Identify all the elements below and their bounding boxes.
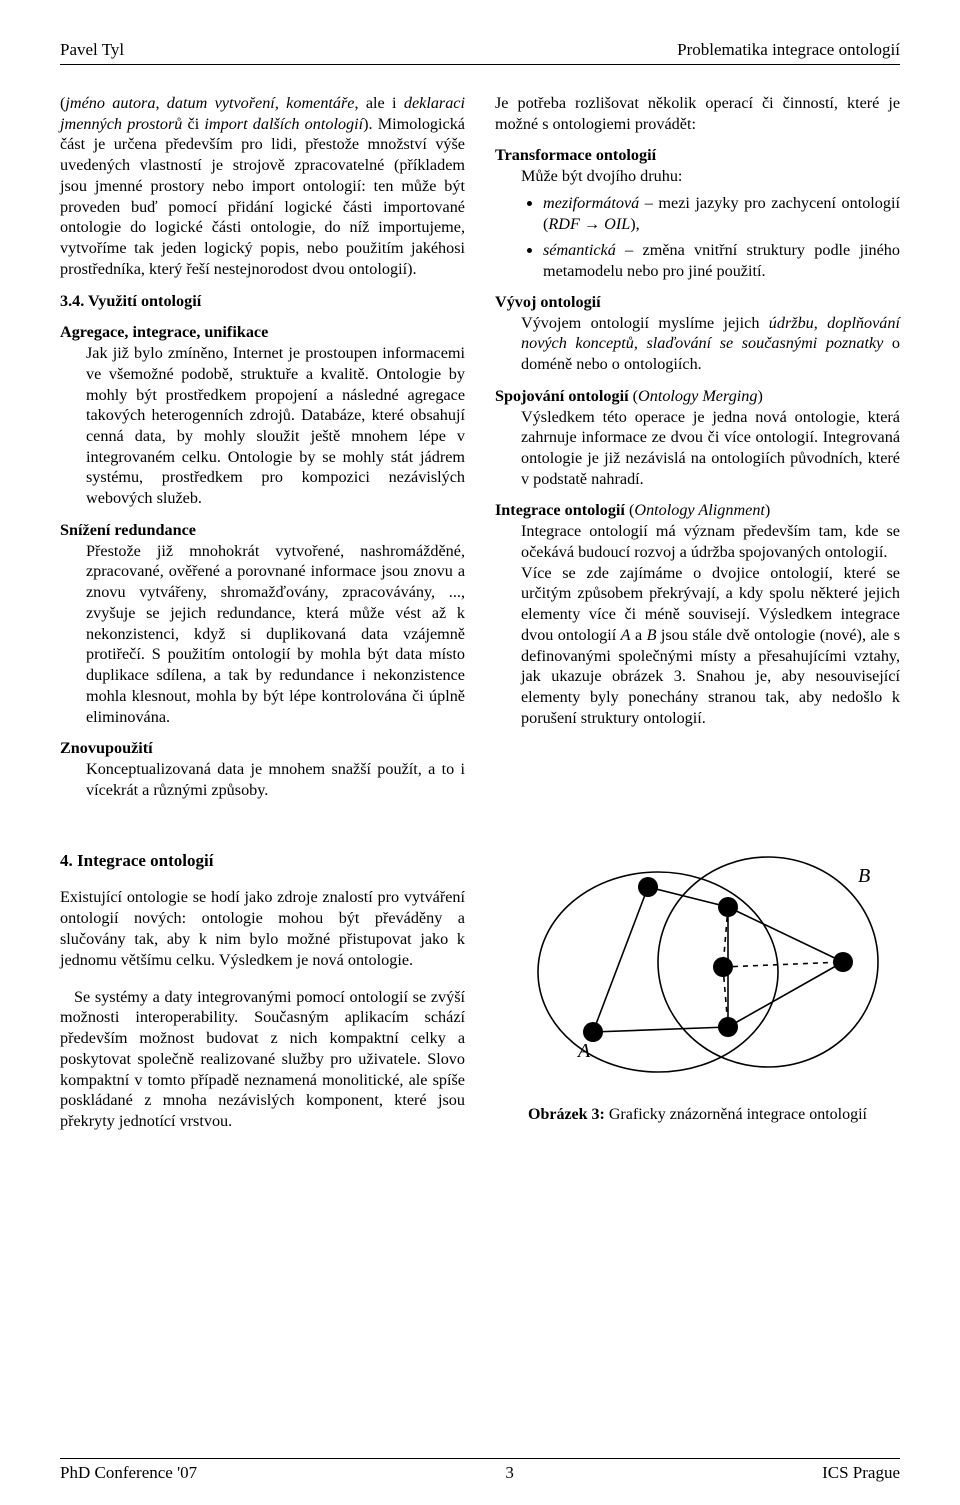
aggregation-title: Agregace, integrace, unifikace <box>60 323 268 341</box>
reuse-title: Znovupoužití <box>60 739 153 757</box>
aggregation-block: Agregace, integrace, unifikace Jak již b… <box>60 322 465 509</box>
transform-bullets: meziformátová – mezi jazyky pro zachycen… <box>495 193 900 282</box>
alignment-body: Integrace ontologií má význam především … <box>521 521 900 728</box>
figure-3-diagram: AB <box>508 832 888 1092</box>
alignment-block: Integrace ontologií (Ontology Alignment)… <box>495 500 900 728</box>
section-4-title: 4. Integrace ontologií <box>60 850 465 872</box>
merging-body: Výsledkem této operace je jedna nová ont… <box>521 407 900 490</box>
page-footer: PhD Conference '07 3 ICS Prague <box>60 1458 900 1483</box>
redundancy-body: Přestože již mnohokrát vytvořené, nashro… <box>86 541 465 728</box>
redundancy-block: Snížení redundance Přestože již mnohokrá… <box>60 520 465 727</box>
right-intro: Je potřeba rozlišovat několik operací či… <box>495 93 900 134</box>
redundancy-title: Snížení redundance <box>60 521 196 539</box>
section-3-4-title: 3.4. Využití ontologií <box>60 291 465 312</box>
reuse-block: Znovupoužití Konceptualizovaná data je m… <box>60 738 465 800</box>
section-4-p1: Existující ontologie se hodí jako zdroje… <box>60 887 465 970</box>
intro-paragraph: (jméno autora, datum vytvoření, komentář… <box>60 93 465 280</box>
transform-title: Transformace ontologií <box>495 146 656 164</box>
merging-block: Spojování ontologií (Ontology Merging) V… <box>495 386 900 490</box>
merging-title: Spojování ontologií (Ontology Merging) <box>495 387 763 405</box>
right-column: Je potřeba rozlišovat několik operací či… <box>495 93 900 812</box>
development-block: Vývoj ontologií Vývojem ontologií myslím… <box>495 292 900 375</box>
header-left: Pavel Tyl <box>60 40 124 60</box>
footer-left: PhD Conference '07 <box>60 1463 197 1483</box>
footer-center: 3 <box>505 1463 514 1483</box>
development-body: Vývojem ontologií myslíme jejich údržbu,… <box>521 313 900 375</box>
left-column: (jméno autora, datum vytvoření, komentář… <box>60 93 465 812</box>
transform-sub: Může být dvojího druhu: <box>521 166 900 187</box>
footer-right: ICS Prague <box>822 1463 900 1483</box>
transform-bullet-1: meziformátová – mezi jazyky pro zachycen… <box>543 193 900 234</box>
svg-text:A: A <box>576 1040 591 1062</box>
alignment-title: Integrace ontologií (Ontology Alignment) <box>495 501 770 519</box>
page-header: Pavel Tyl Problematika integrace ontolog… <box>60 40 900 65</box>
section-4-row: 4. Integrace ontologií Existující ontolo… <box>60 832 900 1148</box>
transform-block: Transformace ontologií Může být dvojího … <box>495 145 900 186</box>
section-4-right: AB Obrázek 3: Graficky znázorněná integr… <box>495 832 900 1148</box>
development-title: Vývoj ontologií <box>495 293 601 311</box>
section-4-p2: Se systémy a daty integrovanými pomocí o… <box>60 987 465 1132</box>
aggregation-body: Jak již bylo zmíněno, Internet je prosto… <box>86 343 465 509</box>
transform-bullet-2: sémantická – změna vnitřní struktury pod… <box>543 240 900 281</box>
header-right: Problematika integrace ontologií <box>677 40 900 60</box>
svg-text:B: B <box>858 865 870 887</box>
two-column-body: (jméno autora, datum vytvoření, komentář… <box>60 93 900 812</box>
reuse-body: Konceptualizovaná data je mnohem snažší … <box>86 759 465 800</box>
section-4-left: 4. Integrace ontologií Existující ontolo… <box>60 832 465 1148</box>
figure-3-caption: Obrázek 3: Graficky znázorněná integrace… <box>528 1106 867 1124</box>
